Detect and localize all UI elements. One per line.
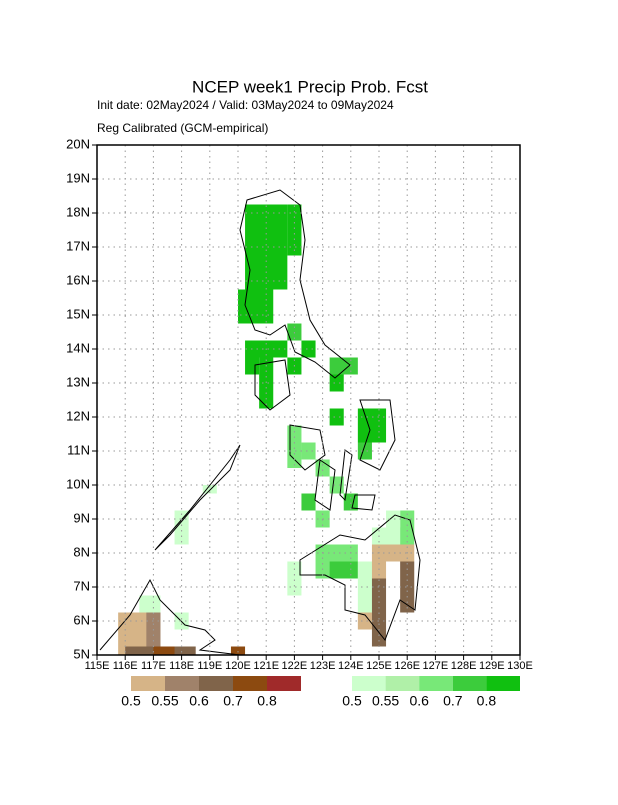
wet-cell (301, 340, 316, 358)
wet-cell (238, 289, 274, 324)
coastline (99, 578, 241, 656)
x-tick-label: 115E (85, 660, 110, 672)
y-tick-label: 15N (66, 306, 90, 321)
y-tick-label: 8N (73, 544, 90, 559)
wet-cell (329, 561, 358, 579)
legend-swatch (131, 676, 165, 691)
cells (118, 204, 415, 655)
coastline (289, 424, 326, 471)
y-tick-label: 20N (66, 136, 90, 151)
y-tick-label: 14N (66, 340, 90, 355)
legend-label: 0.7 (443, 693, 463, 709)
coastline (254, 359, 291, 411)
wet-cell (301, 493, 316, 511)
coastlines (99, 189, 421, 656)
x-tick-label: 128E (451, 660, 477, 672)
wet-cell (301, 442, 316, 460)
dry-cell (230, 646, 246, 655)
y-tick-label: 13N (66, 374, 90, 389)
x-tick-label: 129E (479, 660, 505, 672)
legend-label: 0.8 (477, 693, 497, 709)
legend-label: 0.55 (151, 693, 178, 709)
legend-swatch (165, 676, 199, 691)
legend-swatch (419, 676, 453, 691)
wet-cell (287, 561, 302, 596)
y-tick-label: 12N (66, 408, 90, 423)
subtitle: Init date: 02May2024 / Valid: 03May2024 … (97, 98, 394, 112)
x-tick-label: 130E (507, 660, 533, 672)
y-tick-label: 7N (73, 578, 90, 593)
legend-swatch (452, 676, 487, 691)
legend-label: 0.55 (372, 693, 399, 709)
coastline (154, 444, 241, 551)
y-tick-label: 19N (66, 170, 90, 185)
coastline (239, 189, 351, 379)
x-tick-label: 127E (423, 660, 449, 672)
legend-label: 0.7 (223, 693, 243, 709)
legend-label: 0.5 (342, 693, 362, 709)
wet-cell (139, 595, 161, 613)
dry-cell (357, 612, 372, 630)
legend-label: 0.6 (189, 693, 209, 709)
dry-cell (371, 544, 415, 562)
wet-cell (357, 408, 387, 443)
legend-swatch (267, 676, 301, 691)
coastline (359, 399, 396, 471)
y-tick-label: 10N (66, 476, 90, 491)
coastline (351, 494, 376, 511)
x-tick-label: 119E (197, 660, 222, 672)
wet-cell (329, 357, 358, 375)
legend-swatch (233, 676, 267, 691)
legend-swatch (352, 676, 386, 691)
dry-cell (153, 646, 175, 655)
y-tick-label: 16N (66, 272, 90, 287)
wet-cell (329, 408, 344, 426)
wet-cell (202, 485, 217, 494)
wet-cell (329, 374, 344, 392)
coastline (339, 449, 353, 502)
legend-label: 0.5 (121, 693, 141, 709)
legend-swatch (385, 676, 420, 691)
chart-title: NCEP week1 Precip Prob. Fcst (192, 77, 428, 96)
wet-cell (371, 527, 401, 545)
y-tick-label: 9N (73, 510, 90, 525)
x-tick-label: 126E (394, 660, 420, 672)
x-tick-label: 122E (282, 660, 308, 672)
y-tick-label: 6N (73, 612, 90, 627)
x-tick-label: 123E (310, 660, 336, 672)
dry-cell (400, 561, 415, 613)
y-tick-label: 11N (67, 442, 90, 457)
wet-cell (287, 425, 302, 468)
y-tick-label: 5N (73, 646, 90, 661)
x-tick-label: 125E (366, 660, 392, 672)
x-tick-label: 120E (225, 660, 251, 672)
x-tick-label: 121E (253, 660, 279, 672)
legend-swatch (199, 676, 233, 691)
wet-cell (245, 357, 260, 375)
x-tick-label: 124E (338, 660, 364, 672)
coastline (314, 459, 336, 511)
x-tick-label: 117E (141, 660, 166, 672)
subtitle: Reg Calibrated (GCM-empirical) (97, 121, 268, 135)
wet-cell (386, 510, 401, 528)
wet-cell (287, 204, 302, 256)
legend-label: 0.8 (257, 693, 277, 709)
y-tick-label: 18N (66, 204, 90, 219)
map-frame (96, 144, 521, 656)
legend-label: 0.6 (409, 693, 429, 709)
x-tick-label: 118E (169, 660, 194, 672)
x-tick-label: 116E (113, 660, 138, 672)
coastline (299, 514, 421, 641)
wet-cell (357, 561, 372, 613)
legend-swatch (486, 676, 520, 691)
y-tick-label: 17N (66, 238, 90, 253)
